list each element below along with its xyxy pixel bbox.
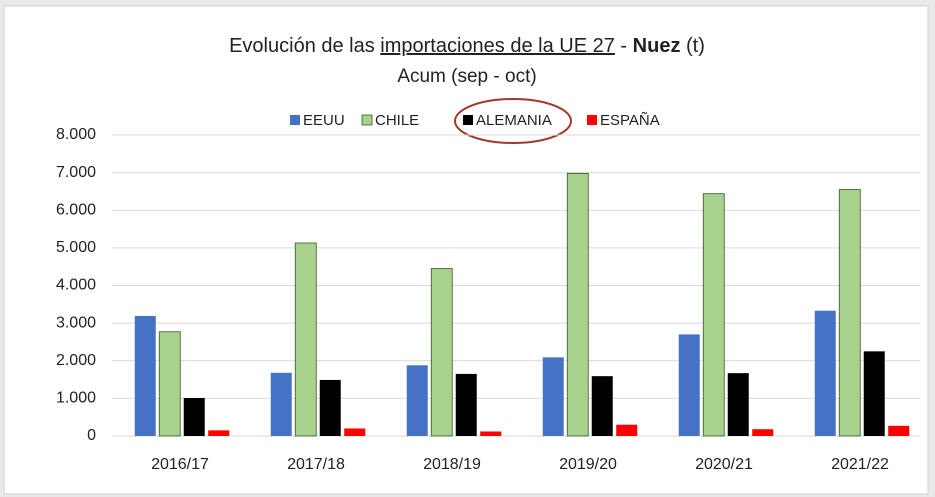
chart-subtitle: Acum (sep - oct) <box>397 66 536 87</box>
x-tick-label: 2020/21 <box>695 456 753 473</box>
y-tick-label: 4.000 <box>56 277 96 294</box>
bar <box>863 351 885 436</box>
title-part: Nuez <box>633 35 681 57</box>
y-tick-label: 6.000 <box>56 201 96 218</box>
bar <box>134 315 156 436</box>
title-part: - <box>615 35 633 57</box>
y-tick-label: 3.000 <box>56 314 96 331</box>
bar <box>727 373 749 436</box>
bar <box>480 431 502 436</box>
bar <box>814 310 836 436</box>
x-tick-label: 2017/18 <box>287 456 345 473</box>
legend-swatch <box>290 115 300 125</box>
bar <box>158 331 181 437</box>
bar <box>455 373 477 436</box>
title-part: (t) <box>680 35 704 57</box>
bar <box>270 372 292 436</box>
y-tick-label: 5.000 <box>56 239 96 256</box>
legend-swatch <box>361 114 373 126</box>
x-tick-label: 2016/17 <box>151 456 209 473</box>
legend-label: EEUU <box>303 112 345 129</box>
highlight-circle <box>454 98 572 144</box>
y-tick-label: 1.000 <box>56 390 96 407</box>
bar <box>591 376 613 436</box>
bar <box>752 429 774 436</box>
bar <box>294 242 317 437</box>
bar <box>702 193 725 437</box>
bar <box>566 172 589 437</box>
x-tick-label: 2021/22 <box>831 456 889 473</box>
legend-label: CHILE <box>375 112 419 129</box>
bar <box>838 189 861 437</box>
bar <box>888 425 910 436</box>
legend-label: ALEMANIA <box>476 112 552 129</box>
bar <box>183 397 205 436</box>
bar <box>430 268 453 437</box>
bar <box>678 334 700 436</box>
y-tick-label: 8.000 <box>56 126 96 143</box>
x-tick-label: 2018/19 <box>423 456 481 473</box>
y-tick-label: 7.000 <box>56 164 96 181</box>
bar <box>208 430 230 436</box>
y-tick-label: 2.000 <box>56 352 96 369</box>
legend-swatch <box>463 115 473 125</box>
bar <box>344 428 366 436</box>
bar <box>616 424 638 436</box>
bar <box>542 357 564 436</box>
legend-label: ESPAÑA <box>600 112 660 129</box>
legend-swatch <box>587 115 597 125</box>
title-part: Evolución de las <box>229 35 380 57</box>
bar <box>406 365 428 436</box>
bar <box>319 379 341 436</box>
title-part: importaciones de la UE 27 <box>380 35 615 57</box>
y-tick-label: 0 <box>87 427 96 444</box>
chart-title: Evolución de las importaciones de la UE … <box>229 35 705 57</box>
x-tick-label: 2019/20 <box>559 456 617 473</box>
